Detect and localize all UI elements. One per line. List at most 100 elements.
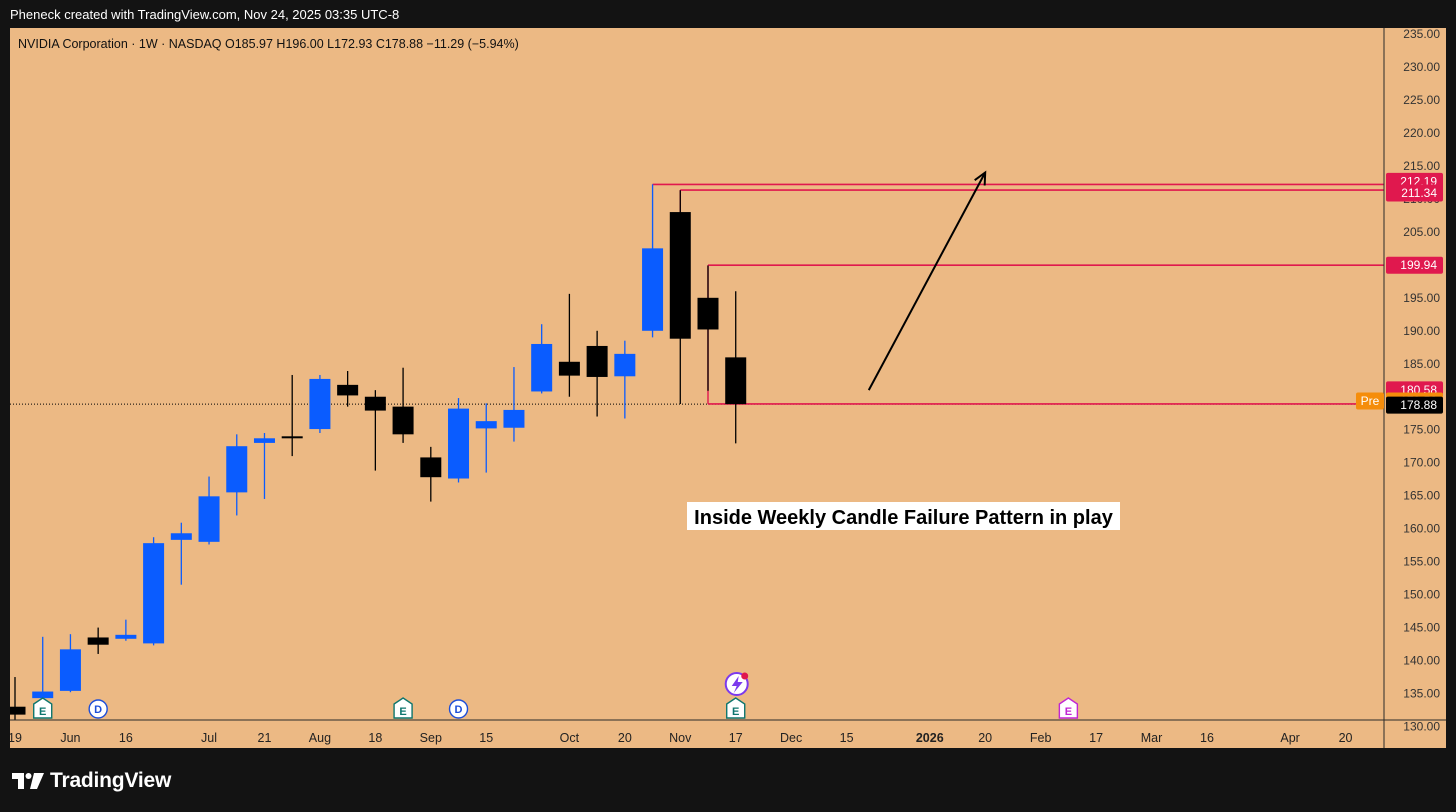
level-price-tag: 199.94 bbox=[1386, 256, 1443, 274]
y-tick-label: 165.00 bbox=[1403, 489, 1440, 503]
candle bbox=[59, 634, 81, 693]
earnings-marker-letter: E bbox=[732, 706, 739, 718]
x-tick-label: 20 bbox=[1339, 731, 1353, 745]
event-lightning-icon bbox=[724, 672, 749, 696]
dividend-marker-letter: D bbox=[455, 704, 463, 716]
last-price-tag-text: 178.88 bbox=[1400, 398, 1437, 412]
y-tick-label: 185.00 bbox=[1403, 357, 1440, 371]
y-tick-label: 230.00 bbox=[1403, 60, 1440, 74]
level-price-tag-bg bbox=[1386, 184, 1443, 202]
candle-body bbox=[614, 353, 636, 377]
price-chart[interactable]: Inside Weekly Candle Failure Pattern in … bbox=[10, 28, 1446, 748]
earnings-marker-letter: E bbox=[399, 706, 406, 718]
candle-body bbox=[281, 436, 303, 439]
level-price-tag: 211.34 bbox=[1386, 184, 1443, 202]
candle bbox=[586, 330, 608, 417]
candle-body bbox=[10, 706, 26, 715]
footer-bar: TradingView bbox=[0, 748, 1456, 812]
candle bbox=[281, 374, 303, 457]
brand-name: TradingView bbox=[50, 769, 172, 792]
candle bbox=[364, 390, 386, 471]
y-tick-label: 225.00 bbox=[1403, 93, 1440, 107]
x-tick-label: Nov bbox=[669, 731, 692, 745]
candle-body bbox=[198, 496, 220, 542]
candle-body bbox=[143, 543, 165, 644]
x-tick-label: 15 bbox=[840, 731, 854, 745]
x-tick-label: Dec bbox=[780, 731, 802, 745]
x-tick-label: Sep bbox=[420, 731, 442, 745]
candle-body bbox=[392, 406, 414, 435]
y-tick-label: 135.00 bbox=[1403, 687, 1440, 701]
candle bbox=[337, 371, 359, 407]
level-price-tag-bg bbox=[1386, 256, 1443, 274]
dividend-marker: D bbox=[88, 699, 108, 719]
candle-body bbox=[531, 343, 553, 392]
candle-body bbox=[309, 378, 331, 430]
candle bbox=[669, 190, 691, 404]
y-tick-label: 205.00 bbox=[1403, 225, 1440, 239]
candle bbox=[531, 324, 553, 394]
candle-body bbox=[253, 438, 275, 443]
time-axis: 19 Jun 16 Jul 21 Aug 18 Sep 15 Oct 20 Nov 17 Dec 15 202… bbox=[10, 719, 1446, 745]
candle-body bbox=[420, 457, 442, 478]
candle bbox=[87, 627, 109, 654]
attribution-bar: Pheneck created with TradingView.com, No… bbox=[0, 0, 1456, 28]
candle bbox=[475, 403, 497, 473]
y-tick-label: 130.00 bbox=[1403, 720, 1440, 734]
earnings-marker-shape bbox=[393, 697, 413, 719]
candle bbox=[198, 476, 220, 545]
lightning-dot bbox=[741, 672, 749, 680]
x-tick-label: 20 bbox=[618, 731, 632, 745]
plot-area: Inside Weekly Candle Failure Pattern in … bbox=[10, 170, 1384, 720]
level-price-tag-text: 199.94 bbox=[1400, 258, 1437, 272]
candle-body bbox=[725, 357, 747, 405]
x-tick-label: Aug bbox=[309, 731, 331, 745]
y-tick-label: 145.00 bbox=[1403, 621, 1440, 635]
candle bbox=[448, 398, 470, 483]
candle bbox=[309, 374, 331, 434]
x-tick-label: 17 bbox=[729, 731, 743, 745]
candle bbox=[115, 619, 137, 641]
candle bbox=[226, 434, 248, 516]
chart-frame[interactable]: Inside Weekly Candle Failure Pattern in … bbox=[10, 28, 1446, 748]
y-tick-label: 220.00 bbox=[1403, 126, 1440, 140]
x-tick-label: Feb bbox=[1030, 731, 1052, 745]
earnings-marker: E bbox=[393, 697, 413, 719]
dividend-marker-circle bbox=[88, 699, 108, 719]
y-tick-label: 215.00 bbox=[1403, 159, 1440, 173]
x-tick-label: 17 bbox=[1089, 731, 1103, 745]
y-tick-label: 190.00 bbox=[1403, 324, 1440, 338]
earnings-marker-shape bbox=[33, 697, 53, 719]
x-tick-label: Jul bbox=[201, 731, 217, 745]
earnings-marker-shape bbox=[1058, 697, 1079, 719]
y-tick-label: 175.00 bbox=[1403, 423, 1440, 437]
tradingview-logo[interactable]: TradingView bbox=[12, 768, 171, 794]
lightning-bolt bbox=[731, 676, 743, 693]
candle-body bbox=[59, 649, 81, 691]
candle bbox=[392, 367, 414, 443]
symbol-ohlc-line: NVIDIA Corporation · 1W · NASDAQ O185.97… bbox=[18, 37, 519, 51]
dividend-marker-letter: D bbox=[94, 704, 102, 716]
candle bbox=[614, 340, 636, 419]
pattern-annotation: Inside Weekly Candle Failure Pattern in … bbox=[687, 502, 1120, 530]
earnings-marker-letter: E bbox=[39, 706, 46, 718]
candle-body bbox=[642, 248, 664, 331]
candle-body bbox=[364, 396, 386, 411]
trend-arrow bbox=[867, 172, 987, 391]
candle bbox=[697, 265, 719, 391]
candle bbox=[503, 367, 525, 442]
candle-body bbox=[115, 634, 137, 639]
candle-body bbox=[669, 212, 691, 339]
trend-arrow-head bbox=[974, 170, 987, 186]
x-tick-label: 21 bbox=[258, 731, 272, 745]
x-tick-label: Oct bbox=[560, 731, 580, 745]
pre-market-tag-bg bbox=[1356, 392, 1384, 410]
candle bbox=[253, 433, 275, 499]
x-tick-label: 16 bbox=[119, 731, 133, 745]
price-axis: 130.00 135.00 140.00 145.00 150.00 155.00 160.… bbox=[1356, 28, 1443, 748]
y-tick-label: 235.00 bbox=[1403, 28, 1440, 41]
last-price-tag: 178.88 bbox=[1386, 396, 1443, 414]
x-tick-label: Jun bbox=[60, 731, 80, 745]
y-tick-label: 160.00 bbox=[1403, 522, 1440, 536]
earnings-marker: E bbox=[726, 697, 746, 719]
